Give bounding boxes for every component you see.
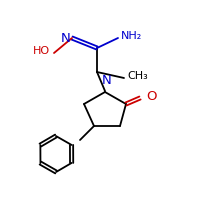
Text: O: O bbox=[146, 90, 156, 104]
Text: CH₃: CH₃ bbox=[127, 71, 148, 81]
Text: HO: HO bbox=[33, 46, 50, 56]
Text: NH₂: NH₂ bbox=[121, 31, 142, 41]
Text: N: N bbox=[102, 74, 112, 87]
Text: N: N bbox=[60, 32, 70, 46]
